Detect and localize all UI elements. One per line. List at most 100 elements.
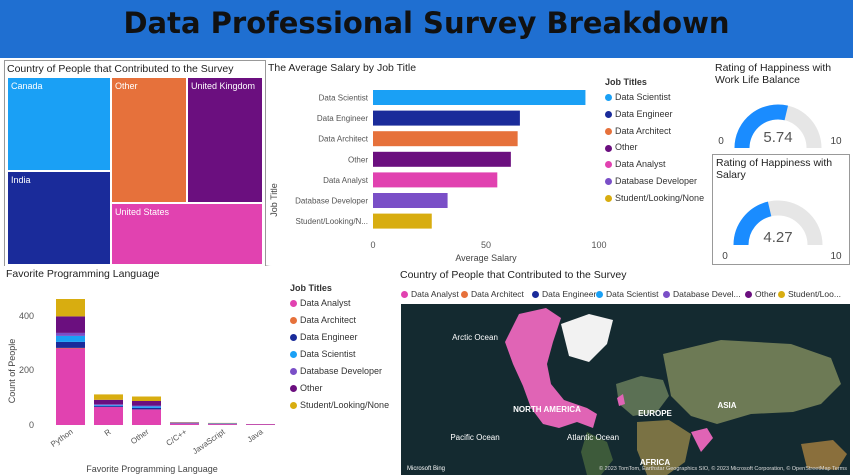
- salary-category-label: Data Engineer: [317, 114, 368, 123]
- lang-bar-r-database-developer[interactable]: [94, 404, 123, 406]
- salary-bar-student-looking-n[interactable]: [373, 213, 432, 229]
- map-legend-item-data-scientist[interactable]: Data Scientist: [596, 289, 658, 299]
- lang-bar-other-other[interactable]: [132, 401, 161, 406]
- lang-bar-python-other[interactable]: [56, 316, 85, 333]
- lang-bar-python-student-looking-none[interactable]: [56, 299, 85, 317]
- salary-ylabel: Job Title: [269, 183, 279, 217]
- lang-bar-javascript-data-analyst[interactable]: [208, 424, 237, 425]
- map-label-atlantic: Atlantic Ocean: [567, 433, 619, 442]
- lang-bar-python-data-analyst[interactable]: [56, 348, 85, 426]
- salary-bar-data-engineer[interactable]: [373, 110, 520, 126]
- salary-bar-other[interactable]: [373, 151, 511, 167]
- lang-legend-item-data-engineer[interactable]: Data Engineer: [290, 332, 358, 342]
- map-legend-item-student-loo[interactable]: Student/Loo...: [778, 289, 841, 299]
- lang-bar-other-data-analyst[interactable]: [132, 409, 161, 425]
- map-panel[interactable]: Country of People that Contributed to th…: [398, 266, 853, 475]
- map-legend-item-other[interactable]: Other: [745, 289, 776, 299]
- lang-category-label: Java: [246, 427, 265, 444]
- treemap-tile-canada[interactable]: Canada: [7, 77, 111, 171]
- lang-bar-r-data-engineer[interactable]: [94, 406, 123, 407]
- salary-category-label: Other: [348, 155, 368, 164]
- lang-bar-python-data-engineer[interactable]: [56, 341, 85, 348]
- lang-bar-java-data-analyst[interactable]: [246, 424, 275, 425]
- salary-bar-data-architect[interactable]: [373, 131, 518, 147]
- salary-bar-data-scientist[interactable]: [373, 90, 586, 105]
- salary-legend-item-student-looking-none[interactable]: Student/Looking/None: [605, 193, 704, 203]
- salary-xlabel: Average Salary: [455, 253, 517, 263]
- lang-legend-item-data-architect[interactable]: Data Architect: [290, 315, 356, 325]
- salary-tick-50: 50: [481, 240, 491, 250]
- lang-bar-c-c-data-analyst[interactable]: [170, 423, 199, 426]
- map-legend-item-data-engineer[interactable]: Data Engineer: [532, 289, 596, 299]
- gauge-fill: [734, 104, 789, 149]
- lang-bar-other-database-developer[interactable]: [132, 405, 161, 407]
- salary-legend-item-database-developer[interactable]: Database Developer: [605, 176, 697, 186]
- salary-legend-item-data-architect[interactable]: Data Architect: [605, 126, 671, 136]
- lang-bar-python-data-scientist[interactable]: [56, 335, 85, 342]
- gauge-min: 0: [718, 136, 724, 147]
- lang-ytick-400: 400: [19, 311, 34, 321]
- lang-ytick-200: 200: [19, 365, 34, 375]
- map-africa: [637, 420, 691, 475]
- salary-chart-title: The Average Salary by Job Title: [268, 62, 417, 74]
- lang-legend-item-student-looking-none[interactable]: Student/Looking/None: [290, 400, 389, 410]
- map-uk: [617, 394, 625, 406]
- map-australia: [801, 440, 847, 470]
- lang-bar-other-data-engineer[interactable]: [132, 407, 161, 410]
- map-legend-item-database-devel[interactable]: Database Devel...: [663, 289, 741, 299]
- lang-ytick-0: 0: [29, 420, 34, 430]
- map-label-pacific: Pacific Ocean: [450, 433, 499, 442]
- map-india: [691, 428, 713, 452]
- gauge-max: 10: [830, 136, 842, 147]
- map-legend-item-data-analyst[interactable]: Data Analyst: [401, 289, 459, 299]
- gauge-min: 0: [722, 251, 728, 262]
- lang-legend-item-database-developer[interactable]: Database Developer: [290, 366, 382, 376]
- lang-bar-r-data-scientist[interactable]: [94, 405, 123, 407]
- treemap-panel[interactable]: Country of People that Contributed to th…: [4, 60, 266, 269]
- treemap-tile-other[interactable]: Other: [111, 77, 187, 203]
- lang-legend-item-other[interactable]: Other: [290, 383, 323, 393]
- tile-label: United States: [115, 207, 170, 217]
- lang-legend-item-data-analyst[interactable]: Data Analyst: [290, 298, 351, 308]
- salary-legend-item-data-analyst[interactable]: Data Analyst: [605, 159, 666, 169]
- salary-legend-item-data-scientist[interactable]: Data Scientist: [605, 92, 671, 102]
- map-greenland: [561, 314, 613, 362]
- map-south-america: [581, 432, 613, 475]
- salary-chart-panel[interactable]: The Average Salary by Job Title Job Titl…: [266, 60, 709, 265]
- salary-legend-item-other[interactable]: Other: [605, 142, 638, 152]
- gauge-salary: 4.27 0 10: [722, 200, 842, 262]
- lang-bar-r-other[interactable]: [94, 399, 123, 405]
- lang-bar-other-data-scientist[interactable]: [132, 406, 161, 408]
- lang-legend-item-data-scientist[interactable]: Data Scientist: [290, 349, 356, 359]
- map-title: Country of People that Contributed to th…: [400, 269, 627, 281]
- map-attribution: © 2023 TomTom, Earthstar Geographics SIO…: [599, 465, 847, 472]
- salary-bar-data-analyst[interactable]: [373, 172, 498, 188]
- lang-bar-r-student-looking-none[interactable]: [94, 394, 123, 400]
- tile-label: Canada: [11, 81, 43, 91]
- salary-category-label: Data Scientist: [319, 94, 369, 103]
- language-chart-panel[interactable]: Favorite Programming Language Count of P…: [4, 266, 396, 475]
- lang-bar-python-data-architect[interactable]: [56, 347, 85, 349]
- lang-category-label: Other: [129, 427, 151, 446]
- map-asia: [663, 340, 841, 424]
- lang-category-label: R: [103, 427, 113, 438]
- bing-logo: Microsoft Bing: [407, 466, 445, 472]
- map-label-asia: ASIA: [717, 401, 736, 410]
- map-legend-item-data-architect[interactable]: Data Architect: [461, 289, 524, 299]
- map-label-north-america: NORTH AMERICA: [513, 405, 581, 414]
- gauge-salary-panel[interactable]: Rating of Happiness with Salary 4.27 0 1…: [712, 154, 850, 265]
- lang-bar-other-student-looking-none[interactable]: [132, 396, 161, 402]
- treemap-tile-united-states[interactable]: United States: [111, 203, 263, 265]
- salary-legend-item-data-engineer[interactable]: Data Engineer: [605, 109, 673, 119]
- gauge-work-life-title: Rating of Happiness with Work Life Balan…: [715, 62, 832, 86]
- map-north-america: [505, 308, 597, 428]
- lang-bar-r-data-analyst[interactable]: [94, 407, 123, 425]
- gauge-work-life-panel[interactable]: Rating of Happiness with Work Life Balan…: [712, 60, 850, 152]
- treemap-tile-india[interactable]: India: [7, 171, 111, 265]
- lang-bar-python-database-developer[interactable]: [56, 332, 85, 336]
- salary-bar-database-developer[interactable]: [373, 193, 448, 208]
- world-map[interactable]: Arctic Ocean NORTH AMERICA EUROPE ASIA P…: [401, 304, 850, 475]
- map-europe: [616, 376, 669, 416]
- treemap-title: Country of People that Contributed to th…: [7, 63, 234, 75]
- treemap-tile-united-kingdom[interactable]: United Kingdom: [187, 77, 263, 203]
